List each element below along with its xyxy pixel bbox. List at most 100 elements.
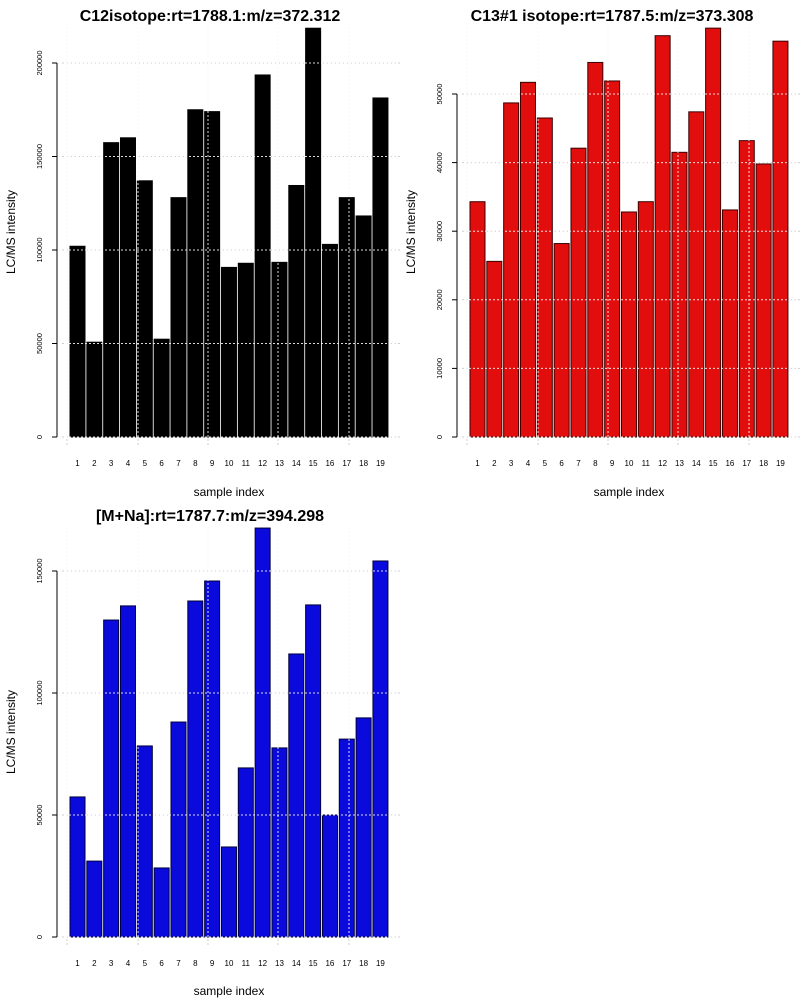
y-tick-label: 50000 <box>435 84 444 105</box>
chart-title: C12isotope:rt=1788.1:m/z=372.312 <box>80 8 341 25</box>
x-tick-label: 9 <box>210 959 215 968</box>
y-tick-label: 150000 <box>35 558 44 583</box>
bar-sample-4 <box>119 605 136 938</box>
x-tick-label: 11 <box>242 459 251 468</box>
y-tick-label: 50000 <box>35 805 44 826</box>
x-tick-label: 19 <box>776 459 785 468</box>
x-tick-label: 14 <box>292 959 301 968</box>
x-tick-label: 13 <box>275 459 284 468</box>
y-tick-label: 0 <box>35 435 44 439</box>
bar-sample-12 <box>254 74 271 438</box>
x-tick-label: 4 <box>526 459 531 468</box>
bar-sample-10 <box>220 266 237 438</box>
bar-sample-6 <box>553 243 570 438</box>
y-tick-label: 30000 <box>435 221 444 242</box>
bar-sample-14 <box>288 653 305 938</box>
bar-sample-5 <box>536 117 553 438</box>
x-tick-label: 19 <box>376 459 385 468</box>
bar-sample-3 <box>103 142 120 438</box>
bar-sample-16 <box>321 814 338 938</box>
y-tick-label: 100000 <box>35 680 44 705</box>
bar-sample-10 <box>220 846 237 938</box>
x-tick-label: 1 <box>75 459 80 468</box>
bar-sample-3 <box>503 102 520 438</box>
x-tick-label: 13 <box>275 959 284 968</box>
x-tick-label: 16 <box>325 959 334 968</box>
bar-sample-8 <box>187 600 204 938</box>
bar-sample-13 <box>271 261 288 438</box>
bar-sample-9 <box>204 111 221 438</box>
bar-sample-18 <box>355 717 372 938</box>
bar-sample-6 <box>153 867 170 938</box>
bar-sample-11 <box>637 201 654 438</box>
chart-title: C13#1 isotope:rt=1787.5:m/z=373.308 <box>471 8 754 25</box>
x-tick-label: 13 <box>675 459 684 468</box>
bar-sample-7 <box>170 721 187 938</box>
x-tick-label: 11 <box>642 459 651 468</box>
y-tick-label: 40000 <box>435 152 444 173</box>
bar-sample-12 <box>254 527 271 938</box>
x-tick-label: 12 <box>658 459 667 468</box>
x-tick-label: 17 <box>742 459 751 468</box>
x-tick-label: 8 <box>193 459 198 468</box>
bar-sample-13 <box>271 747 288 938</box>
x-axis-label: sample index <box>594 485 665 499</box>
x-tick-label: 10 <box>625 459 634 468</box>
bar-sample-18 <box>755 163 772 438</box>
bar-sample-10 <box>620 211 637 438</box>
bar-sample-13 <box>671 151 688 438</box>
x-tick-label: 7 <box>576 459 581 468</box>
x-tick-label: 5 <box>143 459 148 468</box>
bar-sample-1 <box>69 796 86 938</box>
x-tick-label: 17 <box>342 959 351 968</box>
bar-sample-7 <box>170 197 187 438</box>
x-tick-label: 14 <box>292 459 301 468</box>
x-tick-label: 2 <box>92 959 97 968</box>
x-axis-label: sample index <box>194 984 265 998</box>
x-tick-label: 17 <box>342 459 351 468</box>
y-tick-label: 10000 <box>435 358 444 379</box>
x-tick-label: 18 <box>759 459 768 468</box>
x-tick-label: 3 <box>109 959 114 968</box>
bar-sample-5 <box>136 745 153 938</box>
x-tick-label: 15 <box>309 459 318 468</box>
x-tick-label: 4 <box>126 459 131 468</box>
x-tick-label: 10 <box>225 959 234 968</box>
y-tick-label: 150000 <box>35 144 44 169</box>
x-axis-label: sample index <box>194 485 265 499</box>
x-tick-label: 9 <box>210 459 215 468</box>
bar-sample-17 <box>738 140 755 438</box>
y-tick-label: 20000 <box>435 289 444 310</box>
bar-sample-14 <box>288 184 305 438</box>
bar-sample-19 <box>372 560 389 938</box>
x-tick-label: 12 <box>258 959 267 968</box>
bar-sample-7 <box>570 147 587 438</box>
bar-sample-1 <box>69 245 86 438</box>
x-tick-label: 15 <box>309 959 318 968</box>
bar-sample-15 <box>305 27 322 438</box>
bar-sample-15 <box>705 27 722 438</box>
x-tick-label: 6 <box>159 959 164 968</box>
bar-sample-4 <box>519 81 536 438</box>
y-axis-label: LC/MS intensity <box>4 190 18 274</box>
x-tick-label: 12 <box>258 459 267 468</box>
x-tick-label: 5 <box>543 459 548 468</box>
x-tick-label: 18 <box>359 959 368 968</box>
x-tick-label: 6 <box>559 459 564 468</box>
bar-sample-9 <box>604 80 621 438</box>
x-tick-label: 9 <box>610 459 615 468</box>
x-tick-label: 16 <box>325 459 334 468</box>
x-tick-label: 7 <box>176 459 181 468</box>
x-tick-label: 5 <box>143 959 148 968</box>
y-tick-label: 100000 <box>35 237 44 262</box>
chart-panel-2: C13#1 isotope:rt=1787.5:m/z=373.308 0 1000… <box>404 8 800 499</box>
x-tick-label: 11 <box>242 959 251 968</box>
bar-sample-17 <box>338 197 355 438</box>
bar-sample-19 <box>772 40 789 438</box>
chart-panel-1: C12isotope:rt=1788.1:m/z=372.312 0 50000 10… <box>4 8 400 499</box>
chart-panel-3: [M+Na]:rt=1787.7:m/z=394.298 0 50000 100000… <box>4 508 400 998</box>
bar-sample-19 <box>372 97 389 438</box>
bar-sample-14 <box>688 111 705 438</box>
x-tick-label: 1 <box>475 459 480 468</box>
x-tick-label: 3 <box>509 459 514 468</box>
